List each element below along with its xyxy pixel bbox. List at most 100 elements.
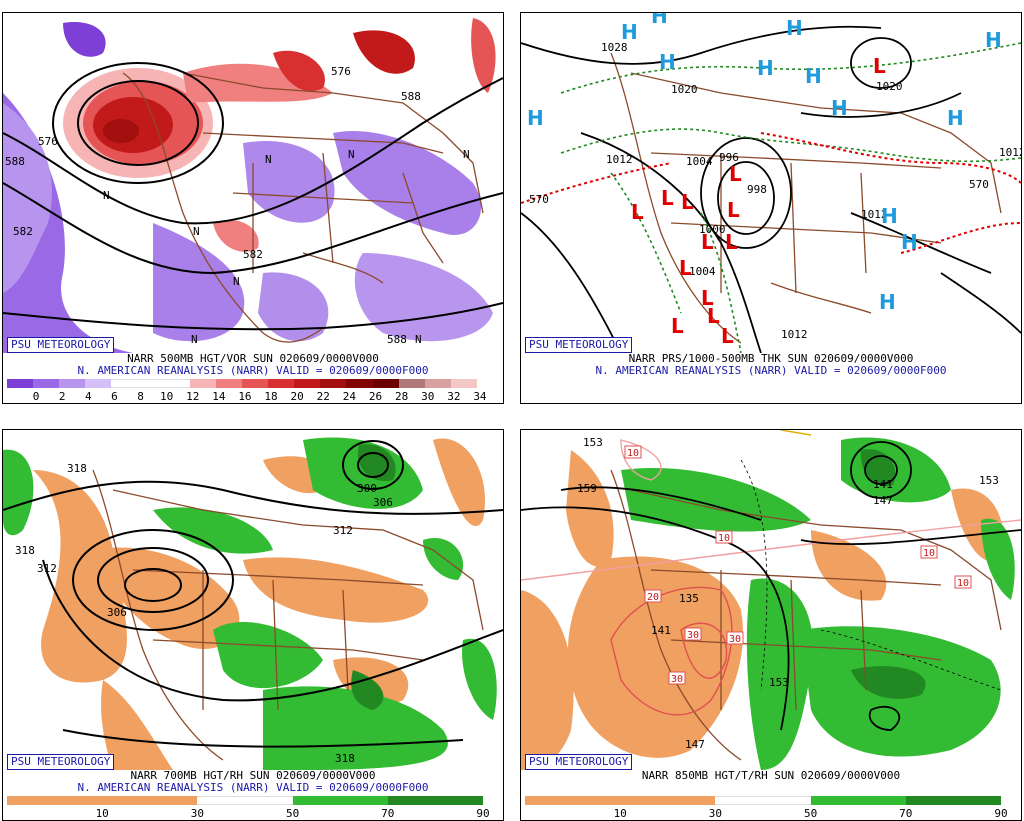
low-pressure-symbol: L <box>661 186 674 210</box>
colorbar-tick-label: 30 <box>190 807 205 820</box>
contour-label: 318 <box>335 752 355 765</box>
colorbar-tick-label: 90 <box>476 807 490 820</box>
colorbar-segment <box>268 379 295 388</box>
panel-pressure-thickness: 1028 1020 1012 1004 996 998 1000 1004 10… <box>520 12 1022 404</box>
colorbar-tick-label: 4 <box>84 390 92 403</box>
contour-label: 306 <box>107 606 127 619</box>
high-pressure-symbol: H <box>879 290 896 314</box>
contour-label: 576 <box>38 135 58 148</box>
contour-label: 135 <box>679 592 699 605</box>
isobar-label: 1012 <box>606 153 633 166</box>
contour-label: 318 <box>67 462 87 475</box>
low-pressure-symbol: L <box>679 256 692 280</box>
psu-logo: PSU METEOROLOGY <box>7 337 115 353</box>
contour-label: 141 <box>873 478 893 491</box>
high-pressure-symbol: H <box>805 64 822 88</box>
colorbar-tick-label: 6 <box>111 390 118 403</box>
vorticity-marker: N <box>191 333 198 346</box>
colorbar-tick-label: 70 <box>381 807 395 820</box>
colorbar-tick-label: 0 <box>32 390 40 403</box>
colorbar-tick-label: 10 <box>95 807 109 820</box>
colorbar-segment <box>197 796 293 805</box>
high-pressure-symbol: H <box>881 204 898 228</box>
colorbar-segment <box>372 379 399 388</box>
psu-logo: PSU METEOROLOGY <box>525 754 633 770</box>
temperature-label: 30 <box>729 634 741 645</box>
low-pressure-symbol: L <box>729 162 742 186</box>
colorbar-segment <box>387 796 483 805</box>
temperature-label: 20 <box>647 592 659 603</box>
contour-label: 588 <box>387 333 407 346</box>
colorbar-tick-label: 24 <box>342 390 356 403</box>
colorbar-segment <box>33 379 60 388</box>
contour-label: 312 <box>333 524 353 537</box>
colorbar-segment <box>102 796 198 805</box>
colorbar-tick-label: 34 <box>473 390 487 403</box>
low-pressure-symbol: L <box>681 190 694 214</box>
vorticity-marker: N <box>103 189 110 202</box>
isobar-label: 1012 <box>861 208 888 221</box>
low-pressure-symbol: L <box>701 230 714 254</box>
psu-logo: PSU METEOROLOGY <box>7 754 115 770</box>
colorbar-segment <box>111 379 138 388</box>
panel-500mb-hgt-vor: 588 576 582 588 582 576 588 N N N N N N … <box>2 12 504 404</box>
contour-label: 582 <box>13 225 33 238</box>
thickness-label: 570 <box>969 178 989 191</box>
vorticity-marker: N <box>265 153 272 166</box>
colorbar-tick-label: 70 <box>899 807 913 820</box>
contour-label: 153 <box>583 436 603 449</box>
colorbar-tick-label: 16 <box>238 390 252 403</box>
colorbar-segment <box>398 379 425 388</box>
rh-colorbar <box>7 796 483 805</box>
high-pressure-symbol: H <box>831 96 848 120</box>
contour-label: 141 <box>651 624 671 637</box>
high-pressure-symbol: H <box>651 13 668 28</box>
colorbar-tick-label: 12 <box>186 390 200 403</box>
contour-label: 312 <box>37 562 57 575</box>
isobar-label: 1000 <box>699 223 726 236</box>
contour-label: 153 <box>979 474 999 487</box>
temperature-label: 10 <box>718 533 730 544</box>
contour-label: 588 <box>5 155 25 168</box>
psu-logo: PSU METEOROLOGY <box>525 337 633 353</box>
colorbar-segment <box>905 796 1001 805</box>
contour-label: 318 <box>15 544 35 557</box>
colorbar-segment <box>59 379 86 388</box>
caption-title: NARR 700MB HGT/RH SUN 020609/0000V000 <box>130 769 376 782</box>
high-pressure-symbol: H <box>527 106 544 130</box>
colorbar-tick-label: 20 <box>290 390 304 403</box>
colorbar-segment <box>294 379 321 388</box>
caption-title: NARR 850MB HGT/T/RH SUN 020609/0000V000 <box>641 769 901 782</box>
caption-valid: N. AMERICAN REANALYSIS (NARR) VALID = 02… <box>595 364 947 377</box>
colorbar-tick-label: 32 <box>447 390 461 403</box>
colorbar-tick-label: 14 <box>212 390 226 403</box>
contour-label: 576 <box>331 65 351 78</box>
colorbar-segment <box>292 796 388 805</box>
high-pressure-symbol: H <box>901 230 918 254</box>
high-pressure-symbol: H <box>659 50 676 74</box>
colorbar-segment <box>7 796 103 805</box>
colorbar-tick-label: 28 <box>394 390 409 403</box>
low-pressure-symbol: L <box>701 286 714 310</box>
temperature-label: 30 <box>687 630 699 641</box>
low-pressure-symbol: L <box>727 198 740 222</box>
colorbar-segment <box>241 379 269 388</box>
colorbar-segment <box>215 379 242 388</box>
colorbar-tick-label: 50 <box>803 807 818 820</box>
contour-label: 582 <box>243 248 263 261</box>
contour-label: 159 <box>577 482 597 495</box>
vorticity-marker: N <box>193 225 200 238</box>
rh-colorbar <box>525 796 1001 805</box>
isobar-label: 996 <box>719 151 739 164</box>
colorbar-tick-label: 30 <box>708 807 723 820</box>
low-pressure-symbol: L <box>725 230 738 254</box>
temperature-label: 10 <box>923 548 935 559</box>
isobar-label: 1004 <box>689 265 716 278</box>
low-pressure-symbol: L <box>631 200 644 224</box>
colorbar-tick-label: 2 <box>58 390 66 403</box>
temperature-label: 30 <box>671 674 683 685</box>
high-pressure-symbol: H <box>985 28 1002 52</box>
colorbar-segment <box>620 796 716 805</box>
colorbar-tick-label: 50 <box>285 807 300 820</box>
colorbar-segment <box>810 796 906 805</box>
